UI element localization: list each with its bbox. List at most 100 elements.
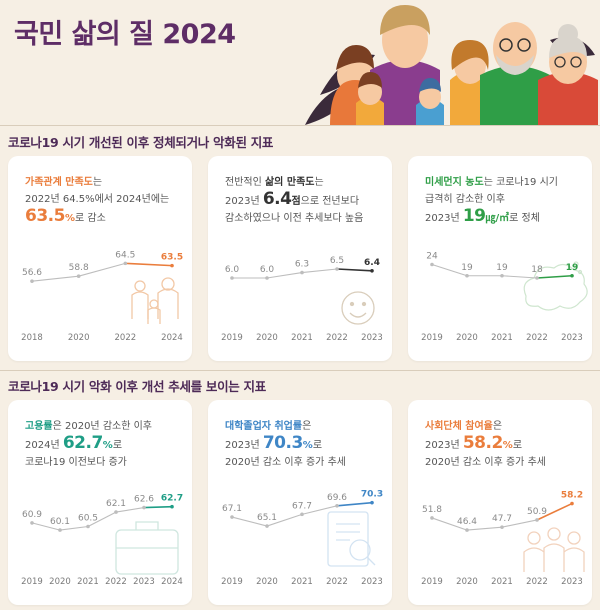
data-label: 63.5 (161, 253, 183, 263)
x-tick-label: 2023 (561, 333, 583, 343)
page-title: 국민 삶의 질 2024 (14, 19, 236, 50)
data-point (123, 261, 128, 266)
resume-magnifier-icon (327, 511, 376, 567)
data-label: 60.9 (22, 510, 42, 520)
highlight-unit: % (102, 440, 113, 451)
x-tick-label: 2022 (115, 333, 137, 343)
card-text-segment: 로 (512, 440, 523, 451)
highlight-value: 58.2 (462, 433, 503, 453)
series-line (87, 511, 117, 527)
data-label: 47.7 (492, 514, 512, 524)
card-text-segment: 는 코로나19 시기 (483, 177, 558, 188)
data-label: 19 (566, 263, 579, 273)
card-text-segment: 은 (302, 421, 312, 432)
x-tick-label: 2022 (326, 333, 348, 343)
series-line (336, 268, 373, 272)
card-text-segment: 전반적인 (225, 177, 265, 188)
data-point (170, 263, 174, 268)
highlight-value: 70.3 (262, 433, 303, 453)
x-tick-label: 2022 (105, 577, 127, 587)
series-line (536, 274, 573, 279)
data-label: 46.4 (457, 517, 477, 527)
section-title-stagnant: 코로나19 시기 개선된 이후 정체되거나 악화된 지표 (8, 135, 274, 150)
series-line (501, 519, 538, 528)
highlight-unit: % (64, 213, 75, 224)
highlight-unit: 점 (291, 196, 301, 207)
series-line (31, 275, 79, 282)
chart-family-satisfaction: 56.6 2018 58.8 2020 64.5 2022 63.5 2024 (21, 250, 183, 343)
card-graduate-employment: 67.1 2019 65.1 2020 67.7 2021 69.6 2022 70.3 2023… (208, 400, 392, 605)
divider (0, 125, 600, 126)
data-label: 58.8 (69, 263, 89, 273)
data-label: 64.5 (115, 250, 135, 260)
series-line (266, 513, 303, 527)
dust-cloud-icon (523, 261, 588, 311)
highlight-unit: % (502, 440, 513, 451)
x-tick-label: 2024 (161, 333, 183, 343)
indicator-name: 가족관계 만족도 (25, 177, 93, 188)
x-tick-label: 2019 (21, 577, 43, 587)
x-tick-label: 2023 (561, 577, 583, 587)
data-point (230, 515, 234, 519)
x-tick-label: 2018 (21, 333, 43, 343)
indicator-name: 대학졸업자 취업률 (225, 421, 303, 432)
data-point (30, 279, 34, 283)
highlight-value: 62.7 (62, 433, 103, 453)
x-tick-label: 2020 (256, 577, 278, 587)
data-label: 18 (531, 265, 543, 275)
x-tick-label: 2021 (491, 577, 513, 587)
data-point (170, 504, 174, 509)
series-line (31, 522, 61, 531)
indicator-name: 미세먼지 농도 (425, 177, 484, 188)
x-tick-label: 2019 (221, 577, 243, 587)
data-label: 62.6 (134, 495, 154, 505)
x-tick-label: 2022 (526, 333, 548, 343)
data-label: 65.1 (257, 513, 277, 523)
data-point (265, 524, 269, 528)
card-text-segment: 로 감소 (74, 213, 106, 224)
data-label: 67.1 (222, 504, 242, 514)
indicator-name: 사회단체 참여율 (425, 421, 493, 432)
data-point (76, 274, 81, 278)
data-label: 19 (461, 263, 473, 273)
card-social-participation: 51.8 2019 46.4 2020 47.7 2021 50.9 2022 58.2 2023… (408, 400, 592, 605)
data-label: 56.6 (22, 268, 42, 278)
card-text: 전반적인 삶의 만족도는 2023년 6.4점으로 전년보다 감소하였으나 이전… (225, 174, 384, 227)
x-tick-label: 2020 (256, 333, 278, 343)
data-label: 62.7 (161, 494, 183, 504)
data-point (500, 273, 504, 278)
x-tick-label: 2022 (526, 577, 548, 587)
family-illustration-icon (131, 277, 179, 324)
card-text-segment: 는 (314, 177, 324, 188)
highlight-unit: ㎍/㎥ (485, 213, 510, 224)
divider (0, 370, 600, 371)
card-text: 고용률은 2020년 감소한 이후 2024년 62.7%로 코로나19 이전보… (25, 418, 184, 471)
x-tick-label: 2020 (49, 577, 71, 587)
data-label: 58.2 (561, 491, 583, 501)
data-point (230, 276, 234, 280)
data-label: 60.5 (78, 514, 98, 524)
data-point (430, 262, 434, 267)
chart-employment-rate: 60.9 2019 60.1 2020 60.5 2021 62.1 2022 62.6 2023… (21, 494, 183, 587)
data-label: 19 (496, 263, 508, 273)
data-point (58, 528, 62, 532)
data-label: 6.4 (364, 258, 380, 268)
card-family-satisfaction: 56.6 2018 58.8 2020 64.5 2022 63.5 2024 가족관계 만족… (8, 156, 192, 361)
card-text-segment: 로 정체 (509, 213, 540, 224)
series-line (125, 262, 173, 267)
x-tick-label: 2022 (326, 577, 348, 587)
highlight-value: 6.4 (262, 189, 292, 209)
series-line (431, 517, 468, 531)
card-fine-dust: 24 2019 19 2020 19 2021 18 2022 19 2023 미세먼지 농도는 … (408, 156, 592, 361)
series-line (536, 502, 573, 521)
card-text-line: 급격히 감소한 이후 (425, 194, 505, 205)
card-text-line: 2020년 감소 이후 증가 추세 (225, 457, 346, 468)
data-label: 62.1 (106, 499, 126, 509)
card-text-segment: 2023년 (425, 440, 463, 451)
card-text: 대학졸업자 취업률은 2023년 70.3%로 2020년 감소 이후 증가 추… (225, 418, 384, 471)
data-label: 60.1 (50, 517, 70, 527)
card-text-segment: 은 2020년 감소한 이후 (52, 421, 152, 432)
data-point (114, 510, 118, 514)
card-text: 가족관계 만족도는 2022년 64.5%에서 2024년에는 63.5%로 감… (25, 174, 184, 227)
card-text-segment: 으로 전년보다 (300, 196, 360, 207)
